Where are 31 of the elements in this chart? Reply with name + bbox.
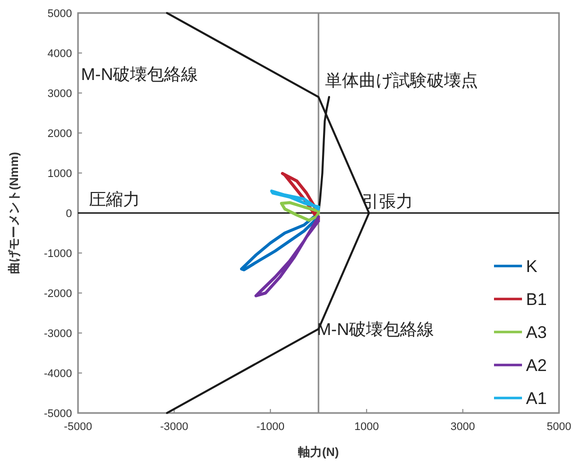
y-tick-label: -1000 <box>44 248 72 260</box>
x-tick-label: -1000 <box>256 421 284 433</box>
line-series <box>254 216 320 298</box>
y-tick-label: -2000 <box>44 288 72 300</box>
x-tick-label: -3000 <box>160 421 188 433</box>
y-tick-label: 3000 <box>48 88 72 100</box>
line-series <box>280 201 320 222</box>
x-axis-title: 軸力(N) <box>297 445 339 459</box>
x-tick-label: -5000 <box>64 421 92 433</box>
legend-label: A2 <box>526 356 547 375</box>
legend-label: A3 <box>526 323 547 342</box>
y-tick-label: -4000 <box>44 368 72 380</box>
annotation: 単体曲げ試験破壊点 <box>325 71 478 90</box>
y-tick-label: -3000 <box>44 328 72 340</box>
x-tick-label: 1000 <box>354 421 379 433</box>
y-tick-label: -5000 <box>44 408 72 420</box>
legend-label: A1 <box>526 389 547 408</box>
annotation: M-N破壊包絡線 <box>81 65 198 84</box>
y-tick-label: 1000 <box>48 168 72 180</box>
y-tick-label: 0 <box>66 208 72 220</box>
x-tick-label: 5000 <box>546 421 572 433</box>
line-series <box>270 190 320 210</box>
x-tick-label: 3000 <box>450 421 476 433</box>
y-tick-label: 4000 <box>48 48 72 60</box>
y-tick-label: 2000 <box>48 128 72 140</box>
annotation: M-N破壊包絡線 <box>317 320 434 339</box>
annotation: 圧縮力 <box>89 190 140 209</box>
y-tick-label: 5000 <box>48 8 72 20</box>
y-axis-title: 曲げモーメント(Nmm) <box>7 152 21 274</box>
legend-label: K <box>526 257 538 276</box>
legend-label: B1 <box>526 290 547 309</box>
